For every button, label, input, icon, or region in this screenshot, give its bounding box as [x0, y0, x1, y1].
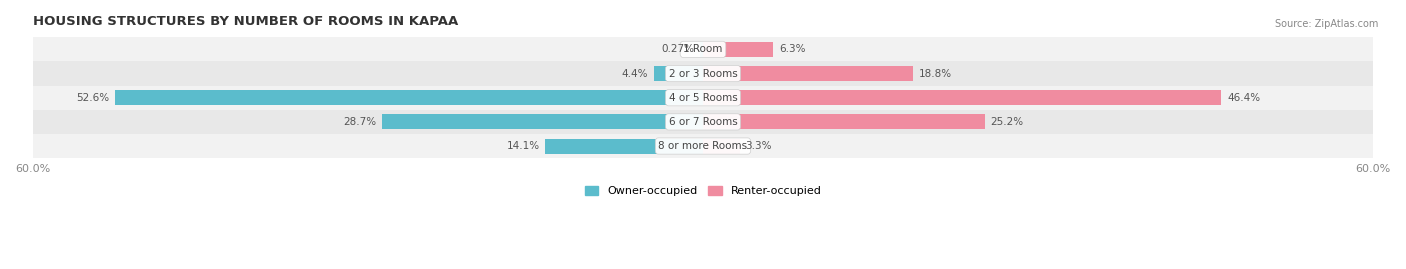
Text: 8 or more Rooms: 8 or more Rooms — [658, 141, 748, 151]
Text: 6.3%: 6.3% — [779, 44, 806, 54]
Text: 0.27%: 0.27% — [661, 44, 695, 54]
Bar — [32, 62, 1374, 86]
Bar — [32, 86, 1374, 110]
Text: 1 Room: 1 Room — [683, 44, 723, 54]
Text: 6 or 7 Rooms: 6 or 7 Rooms — [669, 117, 737, 127]
Bar — [546, 139, 703, 154]
Bar — [654, 66, 703, 81]
Bar — [382, 114, 703, 129]
Bar — [703, 66, 912, 81]
Text: 14.1%: 14.1% — [506, 141, 540, 151]
Bar — [700, 42, 703, 57]
Text: 4.4%: 4.4% — [621, 69, 648, 79]
Legend: Owner-occupied, Renter-occupied: Owner-occupied, Renter-occupied — [581, 182, 825, 201]
Text: HOUSING STRUCTURES BY NUMBER OF ROOMS IN KAPAA: HOUSING STRUCTURES BY NUMBER OF ROOMS IN… — [32, 15, 458, 28]
Text: 46.4%: 46.4% — [1227, 93, 1260, 103]
Bar — [32, 134, 1374, 158]
Bar — [32, 37, 1374, 62]
Bar — [32, 110, 1374, 134]
Text: 28.7%: 28.7% — [343, 117, 377, 127]
Text: 18.8%: 18.8% — [918, 69, 952, 79]
Text: 3.3%: 3.3% — [745, 141, 772, 151]
Text: Source: ZipAtlas.com: Source: ZipAtlas.com — [1274, 19, 1378, 29]
Text: 52.6%: 52.6% — [76, 93, 110, 103]
Text: 4 or 5 Rooms: 4 or 5 Rooms — [669, 93, 737, 103]
Text: 25.2%: 25.2% — [990, 117, 1024, 127]
Bar — [703, 139, 740, 154]
Bar — [703, 114, 984, 129]
Text: 2 or 3 Rooms: 2 or 3 Rooms — [669, 69, 737, 79]
Bar — [115, 90, 703, 105]
Bar — [703, 42, 773, 57]
Bar — [703, 90, 1222, 105]
